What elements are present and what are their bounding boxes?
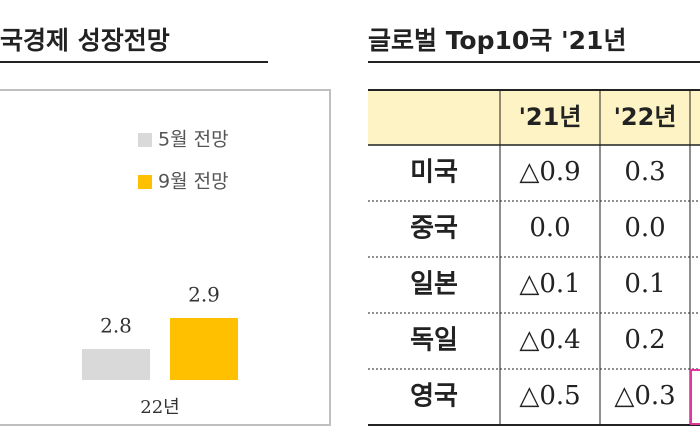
cell: 0.0 bbox=[624, 213, 665, 243]
header-row bbox=[368, 90, 700, 145]
cell: △0.1 bbox=[519, 269, 580, 299]
data-label: 2.9 bbox=[188, 283, 220, 307]
row-name: 미국 bbox=[410, 158, 458, 188]
row-name: 일본 bbox=[410, 270, 458, 300]
cell: 0.0 bbox=[529, 213, 570, 243]
cell: △0.3 bbox=[614, 381, 675, 411]
cell: 0.2 bbox=[624, 325, 665, 355]
legend-label: 5월 전망 bbox=[158, 129, 229, 151]
cell: △0.4 bbox=[519, 325, 580, 355]
row-name: 중국 bbox=[410, 214, 458, 244]
chart-title: 국경제 성장전망 bbox=[0, 26, 170, 55]
table-title: 글로벌 Top10국 '21년 bbox=[368, 26, 626, 55]
cell: △0.9 bbox=[519, 157, 580, 187]
bar bbox=[82, 349, 150, 380]
row-name: 영국 bbox=[410, 382, 458, 412]
highlight bbox=[690, 369, 700, 425]
data-label: 2.8 bbox=[100, 314, 132, 338]
column-header: '22년 bbox=[614, 103, 677, 131]
cell: 0.3 bbox=[624, 157, 665, 187]
cell: △0.5 bbox=[519, 381, 580, 411]
legend-label: 9월 전망 bbox=[158, 171, 229, 193]
x-tick-label: 22년 bbox=[140, 397, 179, 418]
legend-swatch bbox=[138, 133, 152, 147]
chart-frame bbox=[0, 89, 331, 426]
legend-swatch bbox=[138, 175, 152, 189]
cell: 0.1 bbox=[624, 269, 665, 299]
column-header: '21년 bbox=[519, 103, 582, 131]
row-name: 독일 bbox=[410, 326, 458, 356]
bar bbox=[170, 318, 238, 380]
